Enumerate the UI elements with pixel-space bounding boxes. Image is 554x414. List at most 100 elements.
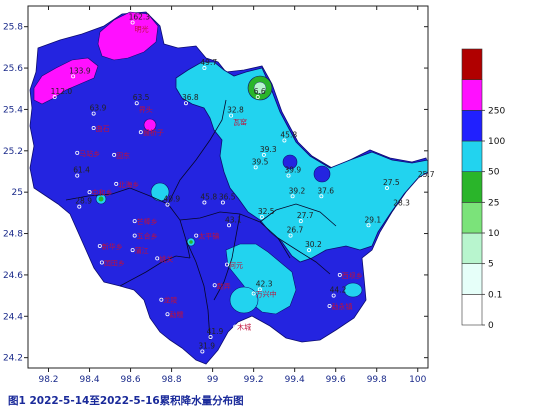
station-name: 万兴中 [256, 290, 277, 299]
legend-swatch [461, 79, 483, 111]
station-marker [286, 173, 291, 178]
y-tick-label: 24.4 [3, 312, 23, 322]
station-marker [384, 186, 389, 191]
station-marker [202, 66, 207, 71]
station-marker [220, 200, 225, 205]
station-marker [138, 130, 143, 135]
station-value: 39.9 [285, 166, 302, 175]
station-name: 猴桥子 [143, 128, 164, 137]
station-value: 112.0 [51, 87, 73, 96]
station-name: 何元 [229, 261, 243, 270]
zone-100-250-north [97, 11, 159, 61]
station-name: 五合乡 [137, 232, 158, 241]
station-marker [319, 194, 324, 199]
station-marker [75, 150, 80, 155]
station-marker [331, 293, 336, 298]
station-value: 28.9 [75, 197, 92, 206]
station-marker [298, 219, 303, 224]
y-tick-label: 24.2 [3, 354, 23, 364]
station-marker [194, 233, 199, 238]
station-marker [71, 74, 76, 79]
legend-label: 0.1 [488, 290, 502, 300]
station-value: 6.6 [254, 87, 266, 96]
legend-label: 5 [488, 260, 494, 270]
zone-25-50-west [150, 182, 170, 202]
station-marker [91, 111, 96, 116]
station-marker [227, 223, 232, 228]
legend-label: 25 [488, 198, 499, 208]
station-marker [130, 248, 135, 253]
legend-label: 100 [488, 137, 505, 147]
legend-swatch [461, 294, 483, 326]
station-value: 36.5 [219, 193, 236, 202]
legend-swatch [461, 202, 483, 234]
station-marker [200, 349, 205, 354]
station-marker [259, 214, 264, 219]
station-marker [97, 243, 102, 248]
station-name: 新华乡 [102, 242, 123, 251]
x-tick-label: 98.4 [80, 375, 100, 385]
station-marker [112, 152, 117, 157]
station-value: 27.5 [383, 178, 400, 187]
station-value: 61.4 [73, 166, 90, 175]
y-axis: 24.2 24.4 24.6 24.8 25 25.2 25.4 25.6 25.8 [3, 23, 428, 364]
station-value: 39.3 [260, 145, 277, 154]
y-tick-label: 25 [12, 188, 23, 198]
station-marker [132, 233, 137, 238]
station-marker [288, 233, 293, 238]
map-plot-area: 162.3 明光 133.9 112.0 63.9 63.5 界头 49.7 36.8 32.8 瓦… [3, 5, 435, 385]
x-tick-label: 99.6 [326, 375, 346, 385]
x-tick-label: 99 [207, 375, 219, 385]
zone-100-250-spot [143, 118, 157, 132]
x-tick-label: 99.2 [244, 375, 264, 385]
y-tick-label: 24.6 [3, 271, 23, 281]
plot-frame [27, 5, 429, 369]
station-marker [130, 20, 135, 25]
station-value: 63.5 [133, 93, 150, 102]
station-name: 瓦窑 [233, 118, 247, 127]
y-tick-label: 24.8 [3, 230, 23, 240]
station-marker [132, 219, 137, 224]
station-value: 44.2 [330, 286, 347, 295]
y-tick-label: 25.4 [3, 105, 23, 115]
station-marker [165, 312, 170, 317]
zone-10-25-dot [98, 196, 104, 202]
station-value: 30.2 [305, 240, 322, 249]
x-tick-label: 98.8 [162, 375, 182, 385]
legend-label: 10 [488, 229, 500, 239]
zone-25-50-north [175, 61, 428, 263]
station-marker [327, 303, 332, 308]
station-marker [91, 126, 96, 131]
station-value: 31.9 [198, 341, 215, 350]
station-layer: 162.3 明光 133.9 112.0 63.9 63.5 界头 49.7 36.8 32.8 瓦… [51, 13, 435, 354]
station-marker [366, 223, 371, 228]
station-name: 团田乡 [104, 260, 125, 268]
zone-100-250-west [33, 57, 99, 105]
zone-10-25-dot-2 [189, 240, 193, 244]
y-tick-label: 25.6 [3, 64, 23, 74]
y-tick-label: 25.8 [3, 23, 23, 33]
station-marker [307, 248, 312, 253]
station-value: 26.7 [287, 226, 304, 235]
station-value: 63.9 [90, 104, 107, 113]
legend: 0 0.1 5 10 25 50 100 250 [461, 48, 505, 331]
station-value: 162.3 [129, 13, 151, 22]
station-marker [257, 287, 262, 292]
station-marker [224, 262, 229, 267]
station-name: 界头 [139, 105, 153, 114]
station-name: 勐弄 [217, 281, 231, 290]
station-marker [419, 177, 424, 182]
legend-label: 0 [488, 321, 494, 331]
station-marker [212, 283, 217, 288]
x-tick-label: 98.2 [38, 375, 58, 385]
legend-swatch [461, 263, 483, 295]
station-marker [77, 204, 82, 209]
station-marker [159, 297, 164, 302]
station-name: 勐糯 [169, 310, 183, 319]
legend-swatch [461, 48, 483, 80]
station-value: 37.6 [317, 186, 334, 195]
station-value: 49.7 [200, 58, 217, 67]
station-name: 太平镇 [198, 232, 219, 241]
station-value: 25.7 [418, 170, 435, 179]
